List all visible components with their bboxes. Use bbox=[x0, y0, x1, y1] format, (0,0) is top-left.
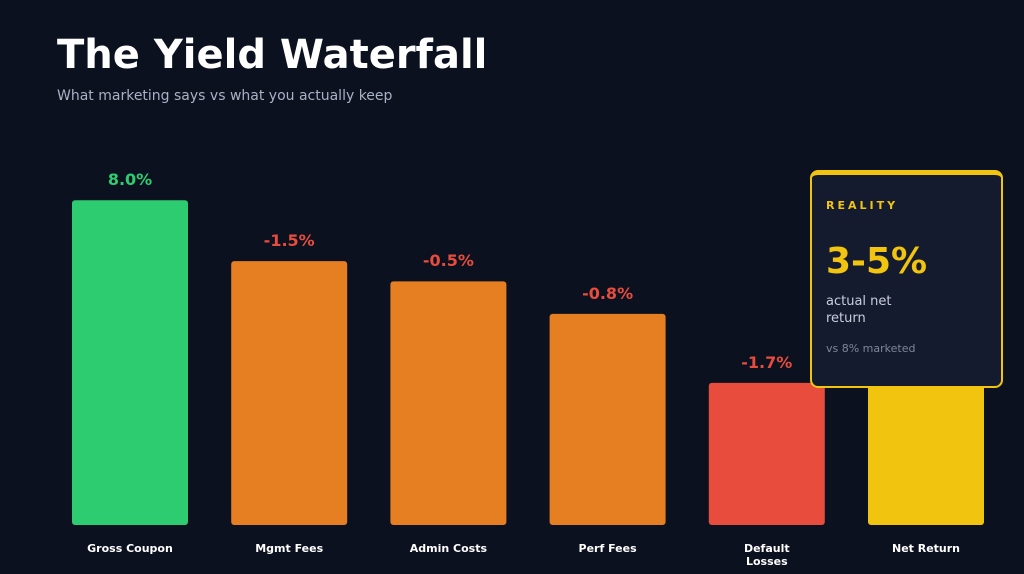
x-tick-label: Admin Costs bbox=[409, 542, 488, 555]
value-label: -0.8% bbox=[582, 283, 634, 303]
bar bbox=[708, 382, 825, 525]
chart-title: The Yield Waterfall bbox=[57, 32, 488, 78]
bar bbox=[390, 281, 507, 525]
value-label: -1.7% bbox=[741, 352, 793, 372]
bar bbox=[549, 313, 666, 525]
bar bbox=[231, 261, 348, 525]
x-tick-label: Perf Fees bbox=[578, 542, 637, 555]
x-tick-label: Net Return bbox=[891, 542, 961, 555]
callout-note: vs 8% marketed bbox=[826, 342, 916, 355]
callout-heading: REALITY bbox=[826, 199, 899, 212]
bar bbox=[72, 200, 188, 525]
callout-text: actual net return bbox=[826, 294, 892, 326]
x-tick-label: Gross Coupon bbox=[87, 542, 173, 555]
bar bbox=[868, 382, 984, 525]
callout-value: 3-5% bbox=[826, 241, 928, 282]
chart-subtitle: What marketing says vs what you actually… bbox=[57, 88, 393, 104]
value-label: -0.5% bbox=[422, 251, 474, 271]
x-tick-label: Default Losses bbox=[743, 542, 790, 568]
value-label: -1.5% bbox=[263, 231, 315, 251]
value-label: 8.0% bbox=[107, 170, 153, 190]
x-tick-label: Mgmt Fees bbox=[255, 542, 324, 555]
callout-card: REALITY 3-5% actual net return vs 8% mar… bbox=[810, 170, 1003, 388]
